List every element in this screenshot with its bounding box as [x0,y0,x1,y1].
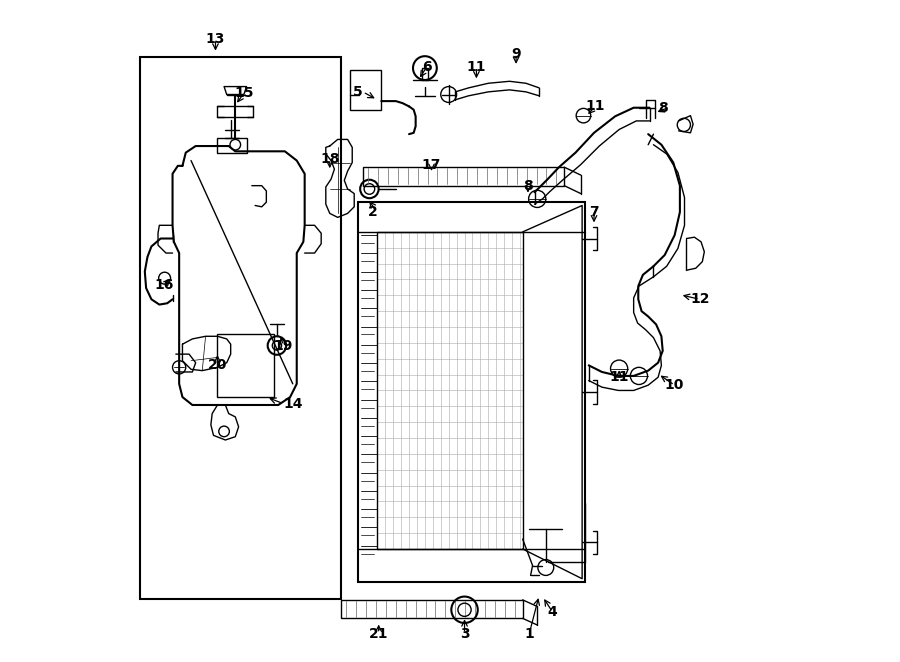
Bar [357,202,585,582]
Bar [140,57,341,598]
Text: 11: 11 [586,99,605,113]
Bar [341,600,523,618]
Text: 1: 1 [525,626,534,641]
Text: 3: 3 [460,626,469,641]
Text: 15: 15 [234,86,254,100]
Text: 10: 10 [665,378,684,392]
Text: 9: 9 [511,46,521,60]
Text: 5: 5 [353,85,363,99]
Text: 20: 20 [208,358,227,372]
Text: 16: 16 [155,278,175,292]
Text: 6: 6 [422,60,432,73]
Text: 2: 2 [367,205,377,219]
Text: 13: 13 [206,32,225,46]
Text: 21: 21 [369,626,389,641]
Text: 12: 12 [690,293,709,307]
Text: 8: 8 [658,101,668,115]
Bar [349,70,382,110]
Text: 11: 11 [609,370,629,384]
Text: 11: 11 [467,60,486,73]
Text: 18: 18 [320,152,339,166]
Text: 4: 4 [547,605,557,619]
Text: 19: 19 [274,338,293,353]
Bar [218,334,274,397]
Bar [363,167,564,185]
Text: 14: 14 [284,397,303,410]
Text: 17: 17 [422,158,441,171]
Text: 7: 7 [590,205,598,219]
Text: 8: 8 [523,179,533,193]
Bar [218,138,248,153]
